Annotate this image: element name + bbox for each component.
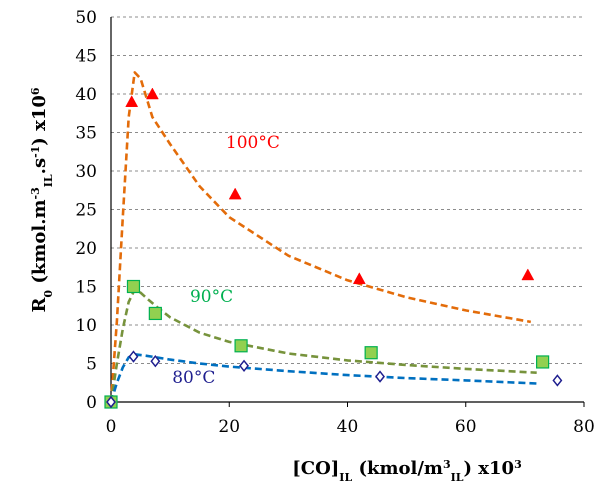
data-point-square: [234, 339, 248, 353]
x-axis-title-text3: ) x10: [464, 458, 515, 479]
data-point-square: [364, 346, 378, 360]
gridlines: [111, 16, 584, 364]
data-point-triangle: [352, 272, 366, 285]
y-axis-title-text2: (kmol.m: [29, 199, 50, 289]
y-tick-labels: 0 5 10 15 20 25 30 35 40 45 50: [75, 8, 97, 413]
y-axis-title-sup2: -1: [29, 146, 42, 158]
x-tick-label: 20: [218, 417, 240, 437]
x-tick-label: 60: [455, 417, 477, 437]
y-tick-label: 35: [75, 124, 97, 144]
data-point-diamond: [106, 395, 116, 409]
series-label-2: 90°C: [190, 287, 233, 307]
fit-curves: [109, 71, 537, 403]
y-axis-title-sup: -3: [29, 187, 42, 199]
data-point-triangle: [145, 87, 159, 100]
x-axis-title-text: [CO]: [292, 458, 339, 479]
x-axis-title-text2: (kmol/m: [352, 458, 443, 479]
x-tick-label: 40: [337, 417, 359, 437]
y-tick-label: 0: [86, 393, 97, 413]
data-point-diamond: [150, 354, 161, 368]
x-tick-labels: 0 20 40 60 80: [106, 402, 595, 437]
x-axis-title-sub2: IL: [451, 471, 464, 484]
fit-curve-1: [109, 71, 532, 403]
x-axis-title-sup: 3: [443, 458, 451, 471]
y-axis-title-sub2: IL: [42, 174, 55, 187]
y-axis-title-text4: ) x10: [29, 95, 50, 146]
x-tick-label: 80: [573, 417, 595, 437]
x-tick-label: 0: [106, 417, 117, 437]
data-point-square: [148, 306, 162, 321]
data-point-square: [126, 279, 141, 294]
fit-curve-3: [109, 353, 537, 403]
y-tick-label: 25: [75, 201, 97, 221]
series-labels: 100°C 90°C 80°C: [172, 133, 280, 388]
x-axis-title-sub: IL: [339, 471, 352, 484]
data-point-square: [536, 355, 550, 369]
x-axis-title: [CO]IL (kmol/m3IL) x103: [292, 458, 521, 484]
y-tick-label: 5: [86, 355, 97, 375]
series-label-1: 100°C: [226, 133, 280, 153]
data-point-triangle: [521, 268, 535, 281]
y-tick-label: 20: [75, 239, 97, 259]
y-tick-label: 15: [75, 278, 97, 298]
y-tick-label: 10: [75, 316, 97, 336]
y-tick-label: 45: [75, 47, 97, 67]
data-point-triangle: [228, 187, 242, 200]
data-point-diamond: [552, 374, 563, 387]
data-point-diamond: [128, 350, 139, 363]
data-point-diamond: [375, 370, 385, 383]
data-points: [104, 87, 563, 409]
y-axis-title-text: R: [29, 297, 50, 313]
y-axis-title-text3: .s: [29, 158, 50, 174]
data-point-triangle: [125, 95, 139, 107]
data-point-diamond: [239, 359, 249, 373]
y-axis-title-sub: 0: [42, 290, 55, 298]
series-label-3: 80°C: [172, 368, 215, 388]
y-tick-label: 30: [75, 162, 97, 182]
y-axis-title-sup3: 6: [29, 87, 42, 95]
y-tick-label: 40: [75, 85, 97, 105]
y-tick-label: 50: [75, 8, 97, 28]
fit-curve-2: [109, 288, 537, 403]
y-axis-title: R0 (kmol.m-3IL.s-1) x106: [29, 87, 55, 312]
x-axis-title-sup2: 3: [514, 458, 522, 471]
